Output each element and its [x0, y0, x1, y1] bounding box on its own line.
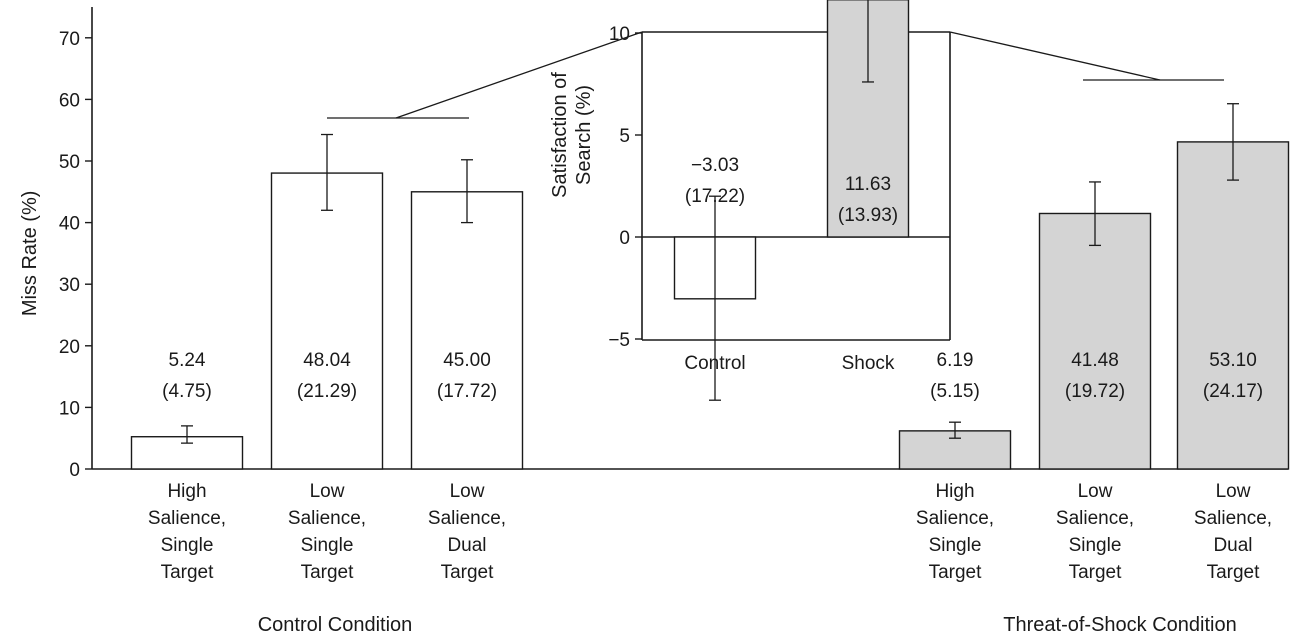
- inset-sd-label: (17.22): [685, 186, 745, 207]
- category-label: Salience,: [148, 508, 226, 529]
- category-label: Salience,: [916, 508, 994, 529]
- bar-value-label: 41.48: [1071, 350, 1119, 371]
- bar-value-label: 5.24: [169, 350, 206, 371]
- bar-control: [410, 191, 524, 470]
- category-label: Salience,: [1056, 508, 1134, 529]
- main-y-tick-label: 60: [59, 90, 80, 111]
- category-label: Dual: [1213, 535, 1252, 556]
- main-y-tick-label: 20: [59, 337, 80, 358]
- category-label: Low: [1216, 481, 1251, 502]
- connector-control: [395, 31, 643, 119]
- bar-value-label: 48.04: [303, 350, 351, 371]
- category-label: Salience,: [1194, 508, 1272, 529]
- category-label: Target: [1069, 562, 1123, 583]
- category-label: Low: [450, 481, 485, 502]
- bar-sd-label: (17.72): [437, 381, 497, 402]
- category-label: Low: [310, 481, 345, 502]
- category-label: Dual: [447, 535, 486, 556]
- main-y-tick-label: 0: [69, 460, 80, 481]
- bar-value-label: 45.00: [443, 350, 491, 371]
- main-y-tick-label: 50: [59, 152, 80, 173]
- inset-y-tick-label: 10: [609, 24, 630, 45]
- bar-sd-label: (19.72): [1065, 381, 1125, 402]
- category-label: Single: [301, 535, 354, 556]
- category-label: Target: [441, 562, 495, 583]
- bar-value-label: 6.19: [937, 350, 974, 371]
- category-label: Target: [929, 562, 983, 583]
- group-label: Control Condition: [258, 614, 413, 635]
- category-label: Single: [929, 535, 982, 556]
- main-y-tick-label: 30: [59, 275, 80, 296]
- inset-value-label: 11.63: [845, 174, 891, 195]
- main-y-tick-label: 70: [59, 29, 80, 50]
- category-label: Target: [301, 562, 355, 583]
- group-label: Threat-of-Shock Condition: [1003, 614, 1236, 635]
- bar-sd-label: (5.15): [930, 381, 980, 402]
- main-y-tick-label: 40: [59, 214, 80, 235]
- bar-control: [270, 172, 384, 470]
- inset-y-axis-title-line2: Search (%): [573, 85, 595, 185]
- category-label: Single: [1069, 535, 1122, 556]
- inset-y-tick-label: 0: [619, 228, 630, 249]
- bar-shock: [1038, 212, 1152, 470]
- category-label: Salience,: [428, 508, 506, 529]
- bar-sd-label: (21.29): [297, 381, 357, 402]
- connector-shock: [949, 31, 1161, 81]
- category-label: Salience,: [288, 508, 366, 529]
- bar-shock: [1176, 141, 1290, 470]
- category-label: Low: [1078, 481, 1113, 502]
- inset-category-label: Control: [684, 353, 745, 374]
- inset-value-label: −3.03: [691, 155, 739, 176]
- category-label: Target: [161, 562, 215, 583]
- category-label: Single: [161, 535, 214, 556]
- main-y-axis-title: Miss Rate (%): [19, 191, 41, 317]
- category-label: High: [935, 481, 974, 502]
- category-label: Target: [1207, 562, 1261, 583]
- inset-y-axis-title-line1: Satisfaction of: [549, 72, 571, 198]
- inset-category-label: Shock: [842, 353, 895, 374]
- inset-sd-label: (13.93): [838, 205, 898, 226]
- bar-value-label: 53.10: [1209, 350, 1257, 371]
- inset-y-tick-label: 5: [619, 126, 630, 147]
- bar-sd-label: (24.17): [1203, 381, 1263, 402]
- bar-sd-label: (4.75): [162, 381, 212, 402]
- main-y-tick-label: 10: [59, 398, 80, 419]
- category-label: High: [167, 481, 206, 502]
- inset-y-tick-label: −5: [608, 330, 630, 351]
